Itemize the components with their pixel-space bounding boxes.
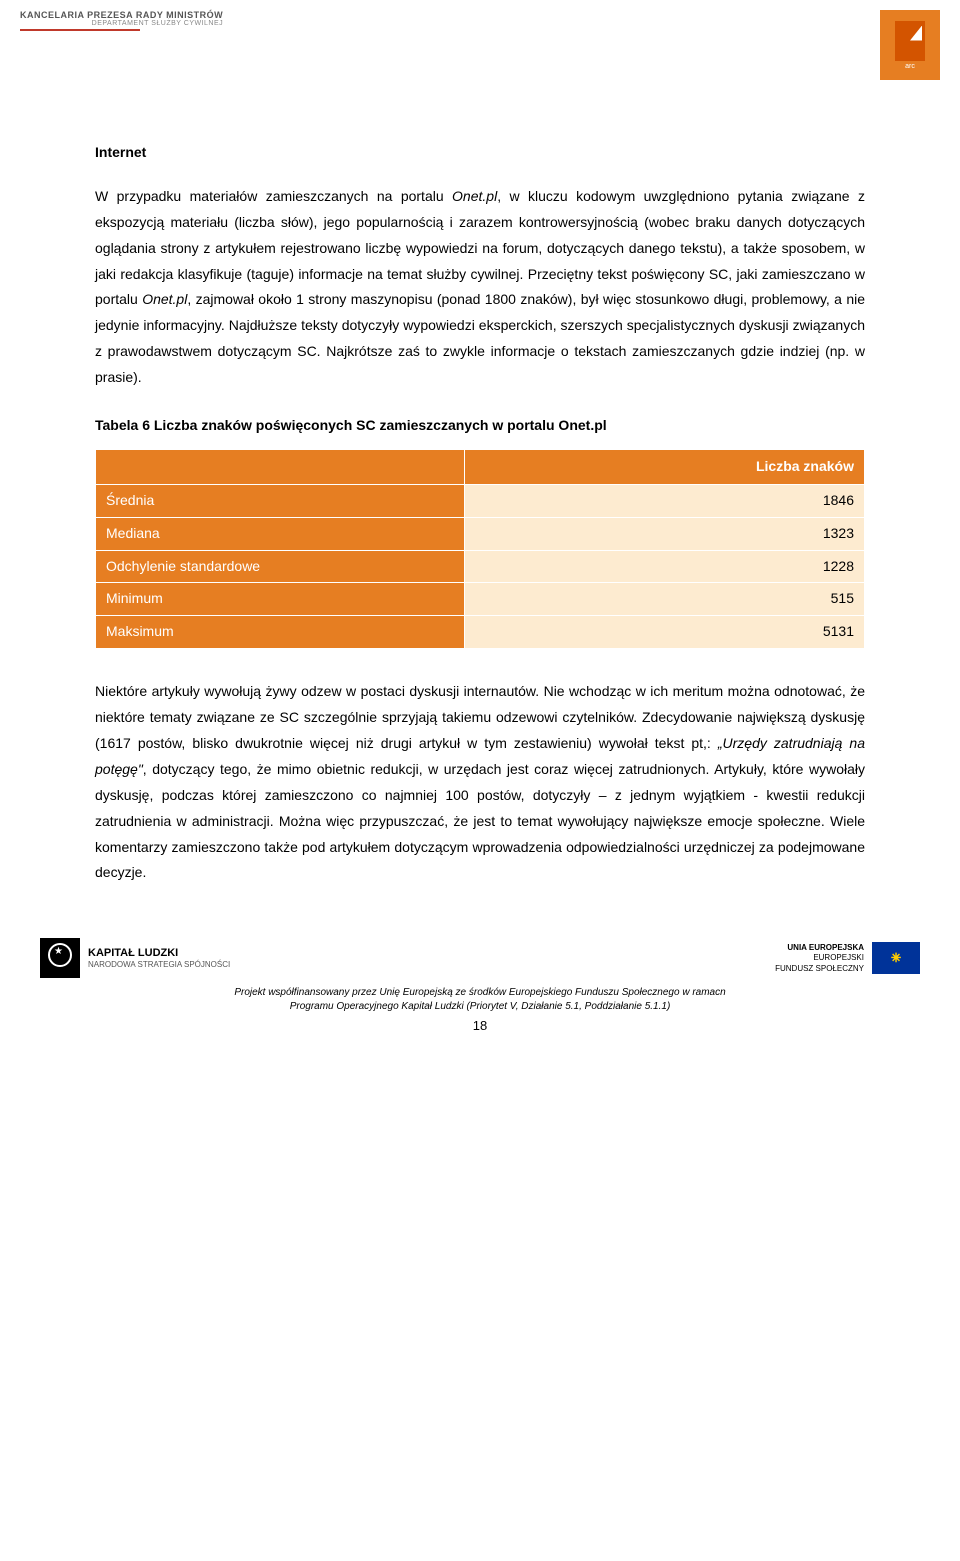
eu-line1: UNIA EUROPEJSKA: [775, 943, 864, 953]
page-number: 18: [30, 1018, 930, 1033]
footer-logos: KAPITAŁ LUDZKI NARODOWA STRATEGIA SPÓJNO…: [30, 938, 930, 978]
table-row: Mediana 1323: [96, 517, 865, 550]
row-value: 1323: [465, 517, 865, 550]
table-header-empty: [96, 449, 465, 484]
footer-line2: Programu Operacyjnego Kapitał Ludzki (Pr…: [30, 1000, 930, 1014]
kl-title: KAPITAŁ LUDZKI: [88, 947, 230, 960]
logo-kapital-ludzki: KAPITAŁ LUDZKI NARODOWA STRATEGIA SPÓJNO…: [40, 938, 230, 978]
eu-text: UNIA EUROPEJSKA EUROPEJSKI FUNDUSZ SPOŁE…: [775, 943, 864, 974]
arc-text: arc: [905, 63, 915, 70]
section-title: Internet: [95, 140, 865, 166]
p2-text-2: , dotyczący tego, że mimo obietnic reduk…: [95, 761, 865, 881]
logo-eu: UNIA EUROPEJSKA EUROPEJSKI FUNDUSZ SPOŁE…: [775, 942, 920, 974]
row-label: Mediana: [96, 517, 465, 550]
kprm-title: KANCELARIA PREZESA RADY MINISTRÓW: [20, 10, 223, 20]
row-label: Średnia: [96, 484, 465, 517]
table-title: Tabela 6 Liczba znaków poświęconych SC z…: [95, 413, 865, 439]
p1-text-1: W przypadku materiałów zamieszczanych na…: [95, 188, 452, 204]
main-content: Internet W przypadku materiałów zamieszc…: [0, 80, 960, 928]
eu-flag-icon: ⁕: [872, 942, 920, 974]
kl-subtitle: NARODOWA STRATEGIA SPÓJNOŚCI: [88, 960, 230, 970]
page-header: KANCELARIA PREZESA RADY MINISTRÓW DEPART…: [0, 0, 960, 80]
paragraph-1: W przypadku materiałów zamieszczanych na…: [95, 184, 865, 391]
row-value: 515: [465, 583, 865, 616]
page-footer: KAPITAŁ LUDZKI NARODOWA STRATEGIA SPÓJNO…: [0, 928, 960, 1053]
paragraph-2: Niektóre artykuły wywołują żywy odzew w …: [95, 679, 865, 886]
kprm-subtitle: DEPARTAMENT SŁUŻBY CYWILNEJ: [20, 20, 223, 27]
kl-icon: [40, 938, 80, 978]
row-label: Minimum: [96, 583, 465, 616]
table-row: Maksimum 5131: [96, 616, 865, 649]
p1-text-3: , zajmował około 1 strony maszynopisu (p…: [95, 291, 865, 385]
row-value: 5131: [465, 616, 865, 649]
arc-icon: [895, 21, 925, 61]
eu-line2: EUROPEJSKI: [775, 953, 864, 963]
p1-italic-1: Onet.pl: [452, 188, 497, 204]
table-row: Średnia 1846: [96, 484, 865, 517]
row-label: Odchylenie standardowe: [96, 550, 465, 583]
p1-italic-2: Onet.pl: [142, 291, 187, 307]
table-header-count: Liczba znaków: [465, 449, 865, 484]
p1-text-2: , w kluczu kodowym uwzględniono pytania …: [95, 188, 865, 308]
row-label: Maksimum: [96, 616, 465, 649]
table-row: Minimum 515: [96, 583, 865, 616]
logo-kprm: KANCELARIA PREZESA RADY MINISTRÓW DEPART…: [20, 10, 223, 31]
eu-line3: FUNDUSZ SPOŁECZNY: [775, 964, 864, 974]
table-row: Odchylenie standardowe 1228: [96, 550, 865, 583]
row-value: 1228: [465, 550, 865, 583]
footer-text: Projekt współfinansowany przez Unię Euro…: [30, 986, 930, 1014]
logo-arc: arc: [880, 10, 940, 80]
table-header-row: Liczba znaków: [96, 449, 865, 484]
red-divider: [20, 29, 140, 31]
footer-line1: Projekt współfinansowany przez Unię Euro…: [30, 986, 930, 1000]
row-value: 1846: [465, 484, 865, 517]
kl-text: KAPITAŁ LUDZKI NARODOWA STRATEGIA SPÓJNO…: [88, 947, 230, 970]
character-count-table: Liczba znaków Średnia 1846 Mediana 1323 …: [95, 449, 865, 649]
